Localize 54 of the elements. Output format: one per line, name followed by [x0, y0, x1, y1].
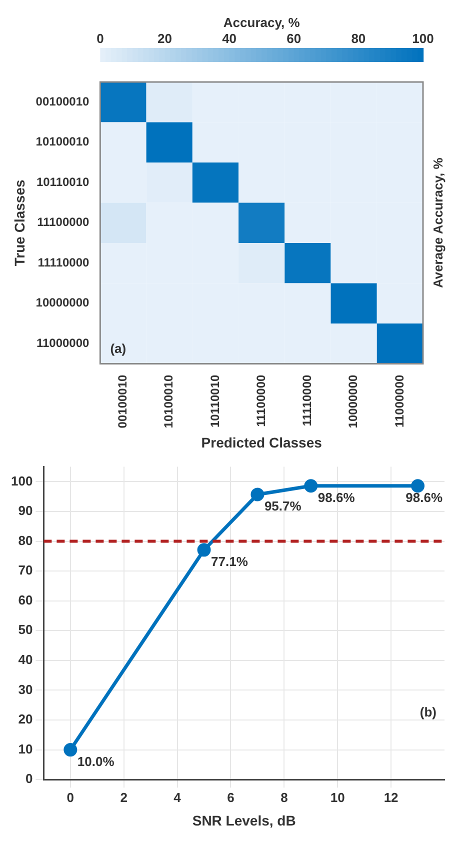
- x-axis-title: Predicted Classes: [201, 434, 322, 450]
- color-bar-label: 40: [222, 31, 237, 46]
- x-tick-label: 10110010: [208, 374, 222, 428]
- x-tick-label: 11000000: [392, 374, 406, 428]
- x-tick-label: 2: [120, 790, 128, 805]
- y-tick-label: 100: [10, 473, 33, 488]
- y2-axis-title: Average Accuracy, %: [430, 157, 446, 288]
- color-bar-label: 60: [286, 31, 302, 46]
- y-tick-label: 70: [18, 562, 33, 578]
- x-tick-label: 4: [174, 790, 182, 805]
- point: [197, 543, 211, 557]
- y-tick-label: 11000000: [36, 336, 90, 350]
- point: [304, 479, 318, 493]
- color-bar-label: 20: [158, 31, 172, 46]
- y-tick-label: 50: [18, 622, 33, 638]
- x-tick-label: 10100010: [162, 374, 176, 428]
- y-tick-label: 90: [18, 503, 33, 518]
- y-tick-label: 30: [18, 682, 33, 697]
- y-tick-label: 10000000: [36, 296, 90, 310]
- point: [411, 479, 425, 493]
- data-label: 77.1%: [211, 554, 248, 569]
- annotation: (a): [110, 340, 126, 356]
- x-tick-label: 11110000: [300, 374, 314, 426]
- x-tick-label: 11100000: [254, 374, 268, 427]
- x-tick-label: 10000000: [346, 374, 360, 428]
- data-label: 98.6%: [318, 490, 356, 505]
- y-axis-title: True Classes: [11, 180, 28, 266]
- y-tick-label: 20: [18, 712, 33, 727]
- x-axis-title: SNR Levels, dB: [192, 812, 296, 828]
- color-bar-label: 100: [412, 31, 434, 46]
- data-label: 10.0%: [77, 754, 115, 769]
- y-tick-label: 10100010: [36, 134, 90, 149]
- y-tick-label: 40: [18, 652, 33, 668]
- x-tick-label: 00100010: [116, 374, 130, 428]
- y-tick-label: 11100000: [37, 215, 90, 230]
- x-tick-label: 12: [384, 790, 398, 805]
- y-tick-label: 11110000: [38, 255, 90, 270]
- y-tick-label: 10: [18, 741, 33, 756]
- point: [250, 488, 264, 502]
- color-bar-title: Accuracy, %: [223, 15, 300, 30]
- data-label: 98.6%: [406, 490, 443, 505]
- color-bar-label: 80: [351, 31, 366, 46]
- color-bar-label: 0: [96, 31, 104, 46]
- y-tick-label: 80: [18, 532, 33, 548]
- data-label: 95.7%: [264, 498, 302, 514]
- y-tick-label: 0: [25, 771, 33, 786]
- x-tick-label: 8: [280, 790, 288, 805]
- y-tick-label: 00100010: [36, 94, 90, 108]
- x-tick-label: 6: [227, 790, 234, 805]
- annotation: (b): [420, 704, 436, 720]
- y-tick-label: 10110010: [36, 174, 90, 189]
- x-tick-label: 10: [330, 790, 345, 805]
- point: [64, 743, 78, 757]
- y-tick-label: 60: [18, 592, 33, 608]
